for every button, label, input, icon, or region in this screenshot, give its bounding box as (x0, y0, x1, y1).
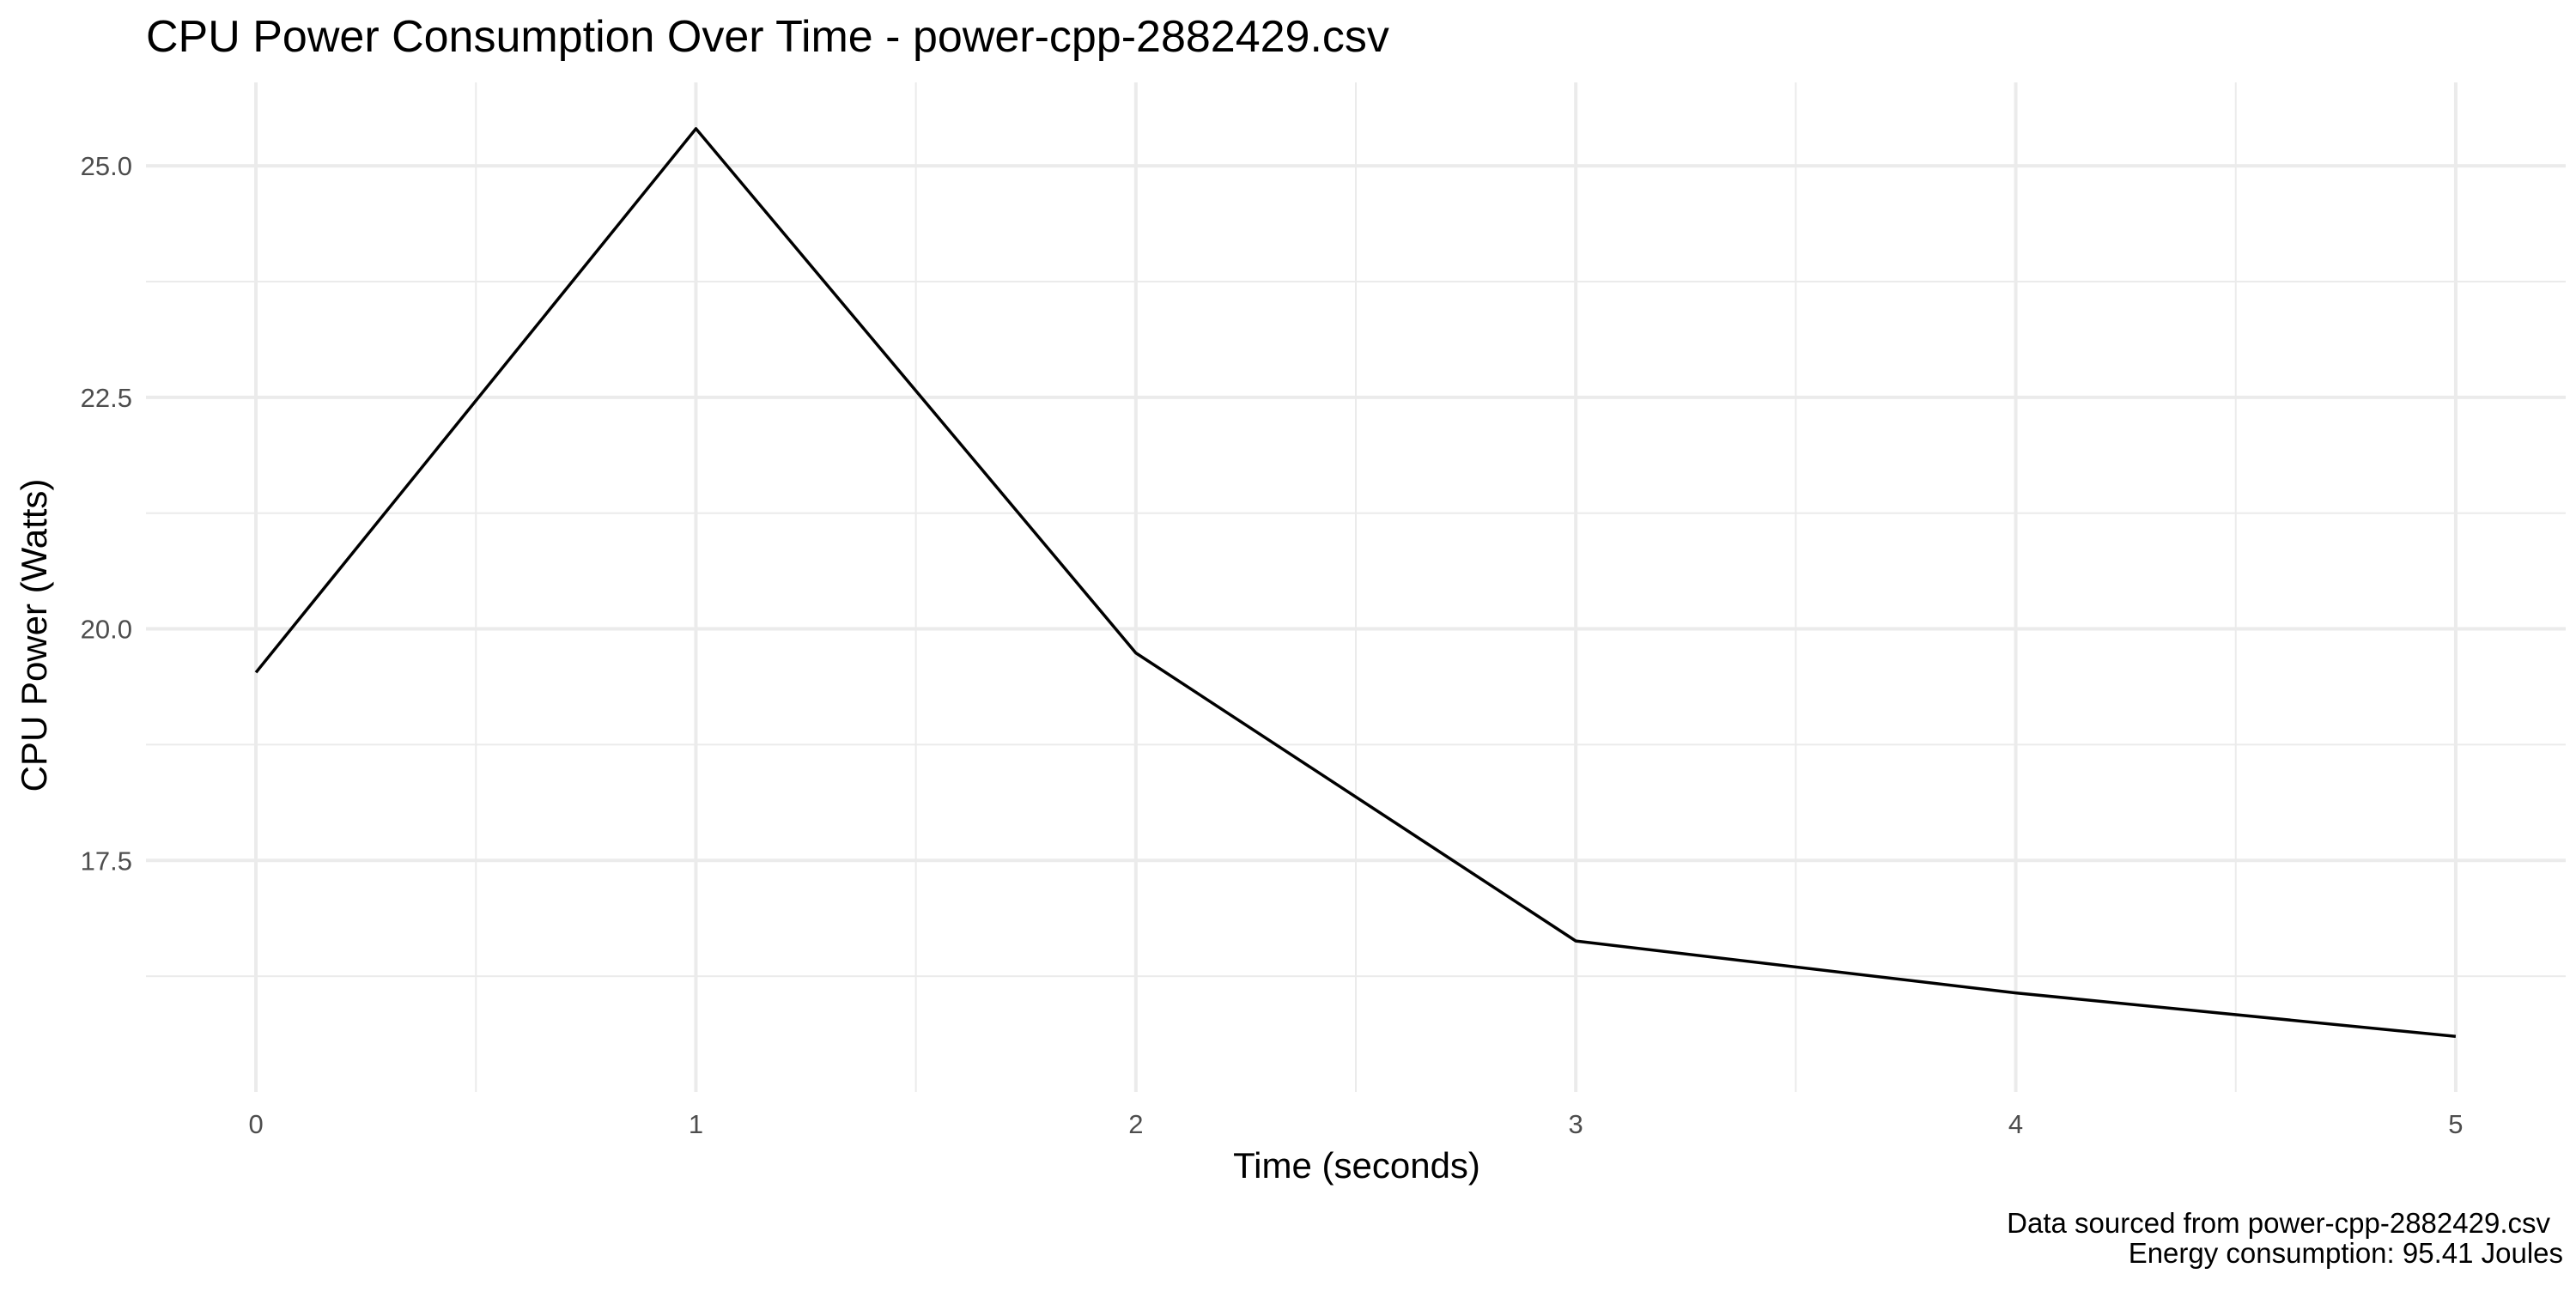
caption-energy: Energy consumption: 95.41 Joules (2129, 1237, 2563, 1269)
x-axis-title: Time (seconds) (1233, 1145, 1480, 1186)
y-tick-labels: 17.5 20.0 22.5 25.0 (81, 151, 132, 876)
caption-source: Data sourced from power-cpp-2882429.csv (2007, 1207, 2550, 1239)
x-tick-label: 1 (689, 1109, 703, 1139)
y-axis-title: CPU Power (Watts) (14, 479, 54, 792)
chart-title: CPU Power Consumption Over Time - power-… (146, 12, 1389, 62)
x-tick-label: 5 (2448, 1109, 2463, 1139)
x-tick-label: 0 (248, 1109, 263, 1139)
x-tick-labels: 0 1 2 3 4 5 (248, 1109, 2463, 1139)
y-tick-label: 25.0 (81, 151, 132, 181)
grid-layer (146, 82, 2566, 1092)
y-tick-label: 22.5 (81, 383, 132, 413)
x-tick-label: 4 (2008, 1109, 2023, 1139)
y-tick-label: 20.0 (81, 615, 132, 645)
x-tick-label: 2 (1128, 1109, 1143, 1139)
y-tick-label: 17.5 (81, 846, 132, 876)
x-tick-label: 3 (1569, 1109, 1583, 1139)
